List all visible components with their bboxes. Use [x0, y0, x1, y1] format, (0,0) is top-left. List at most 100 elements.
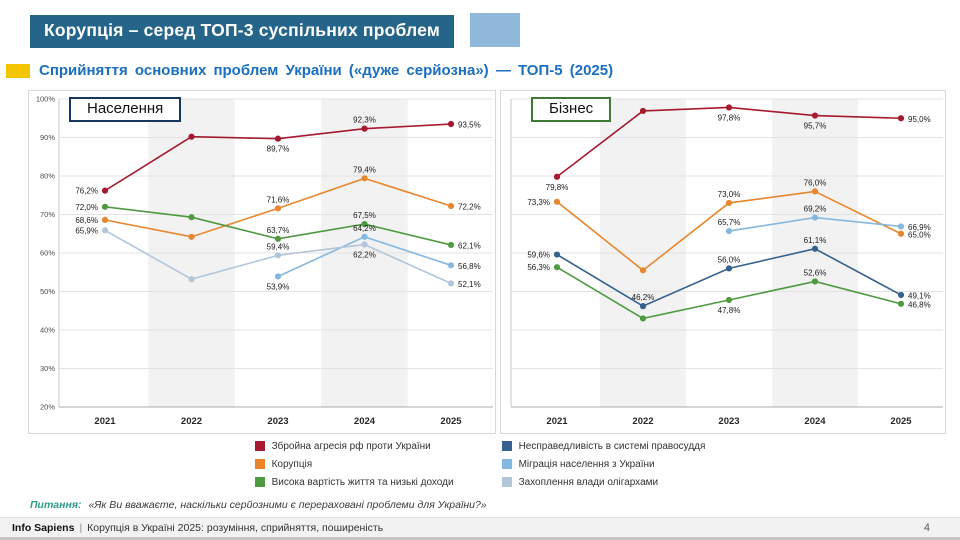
legend-item: Висока вартість життя та низькі доходи: [254, 473, 454, 491]
data-point: [188, 276, 195, 283]
x-tick-label: 2025: [440, 416, 462, 427]
data-point: [274, 135, 282, 142]
value-label: 69,2%: [804, 205, 827, 214]
value-label: 72,0%: [75, 203, 98, 212]
data-point: [811, 278, 819, 285]
value-label: 67,5%: [353, 211, 376, 220]
value-label: 62,2%: [353, 251, 376, 260]
data-point: [725, 104, 733, 111]
data-point: [101, 187, 109, 194]
value-label: 68,6%: [75, 216, 98, 225]
chart-legend: Збройна агресія рф проти України Корупція…: [0, 437, 960, 491]
legend-swatch: [501, 477, 512, 487]
data-point: [725, 265, 733, 272]
value-label: 47,8%: [718, 306, 741, 315]
legend-swatch: [501, 441, 512, 451]
footer-brand: Info Sapiens: [12, 522, 75, 534]
data-point: [361, 241, 368, 248]
footer-separator: |: [79, 522, 83, 534]
data-point: [361, 233, 368, 240]
data-point: [274, 273, 282, 280]
slide-title: Корупція – серед ТОП-3 суспільних пробле…: [30, 15, 454, 48]
y-tick-label: 70%: [40, 210, 55, 219]
data-point: [361, 175, 368, 182]
y-tick-label: 30%: [40, 364, 55, 373]
value-label: 73,0%: [718, 190, 741, 199]
data-point: [725, 296, 733, 304]
y-tick-label: 50%: [40, 287, 55, 296]
chart-title-business: Бізнес: [531, 97, 612, 122]
legend-item: Міграція населення з України: [501, 455, 706, 473]
value-label: 79,8%: [546, 183, 569, 192]
value-label: 63,7%: [267, 226, 290, 235]
legend-swatch: [254, 477, 265, 487]
data-point: [725, 227, 733, 235]
legend-swatch: [254, 459, 265, 469]
legend-label: Несправедливість в системі правосуддя: [518, 440, 706, 452]
value-label: 56,0%: [718, 255, 741, 264]
value-label: 49,1%: [908, 291, 931, 300]
value-label: 62,1%: [458, 241, 481, 250]
question-label: Питання:: [30, 499, 82, 511]
data-point: [447, 202, 455, 210]
value-label: 61,1%: [804, 236, 827, 245]
line-chart-population: 20% 30% 40% 50% 60% 70% 80% 90% 100% 2021 2022 2023…: [36, 95, 493, 427]
value-label: 97,8%: [718, 113, 741, 122]
data-point: [188, 233, 195, 240]
value-label: 95,7%: [804, 122, 827, 131]
data-point: [447, 262, 455, 269]
line-chart-business: 2021 2022 2023 2024 2025 79,8% 97,8% 95,7% 95,0%…: [510, 98, 943, 427]
value-label: 93,5%: [458, 121, 481, 130]
y-tick-label: 20%: [40, 403, 55, 412]
chart-panel-population: Населення 20% 30% 40% 50% 60% 70% 80% 90% 100% 20…: [28, 90, 496, 434]
value-label: 66,9%: [908, 223, 931, 232]
value-label: 56,3%: [527, 263, 550, 272]
value-label: 56,8%: [458, 262, 481, 271]
data-point: [639, 107, 647, 115]
y-tick-label: 80%: [40, 172, 55, 181]
value-label: 65,7%: [718, 218, 741, 227]
legend-label: Висока вартість життя та низькі доходи: [271, 476, 454, 488]
data-point: [897, 291, 905, 299]
x-tick-label: 2023: [718, 416, 739, 427]
data-point: [101, 203, 109, 210]
value-label: 72,2%: [458, 203, 481, 212]
y-tick-label: 60%: [40, 249, 55, 258]
chart-title-population: Населення: [69, 97, 182, 122]
subtitle-row: Сприйняття основних проблем України («ду…: [6, 62, 613, 79]
data-point: [811, 188, 819, 195]
page-number: 4: [923, 522, 930, 534]
value-label: 73,3%: [527, 198, 550, 207]
value-label: 52,6%: [804, 268, 827, 277]
value-label: 46,8%: [908, 300, 931, 309]
data-point: [447, 241, 455, 249]
yellow-accent-block: [6, 63, 30, 78]
data-point: [101, 227, 109, 234]
value-label: 65,9%: [75, 226, 98, 235]
title-accent-block: [470, 13, 520, 47]
data-point: [725, 199, 733, 207]
value-label: 89,7%: [267, 145, 290, 154]
value-label: 92,3%: [353, 116, 376, 125]
data-point: [897, 115, 905, 122]
x-tick-label: 2024: [354, 416, 376, 427]
legend-label: Корупція: [271, 458, 313, 470]
data-point: [897, 223, 905, 230]
x-tick-label: 2022: [181, 416, 202, 427]
charts-area: Населення 20% 30% 40% 50% 60% 70% 80% 90% 100% 20…: [28, 90, 946, 434]
legend-column: Несправедливість в системі правосуддя Міг…: [501, 437, 706, 491]
data-point: [639, 267, 647, 274]
footer-text: Корупція в Україні 2025: розуміння, спри…: [87, 522, 384, 534]
question-line: Питання: «Як Ви вважаєте, наскільки серй…: [30, 499, 487, 511]
slide-subtitle: Сприйняття основних проблем України («ду…: [39, 62, 614, 79]
data-point: [447, 120, 455, 128]
legend-column: Збройна агресія рф проти України Корупція…: [254, 437, 454, 491]
value-label: 95,0%: [908, 115, 931, 124]
legend-swatch: [254, 441, 265, 451]
value-label: 46,2%: [632, 293, 655, 302]
data-point: [361, 221, 368, 228]
x-tick-label: 2025: [890, 416, 912, 427]
data-point: [274, 205, 282, 212]
x-tick-label: 2021: [546, 416, 568, 427]
footer-source-line: Info Sapiens | Корупція в Україні 2025: ро…: [12, 522, 383, 534]
